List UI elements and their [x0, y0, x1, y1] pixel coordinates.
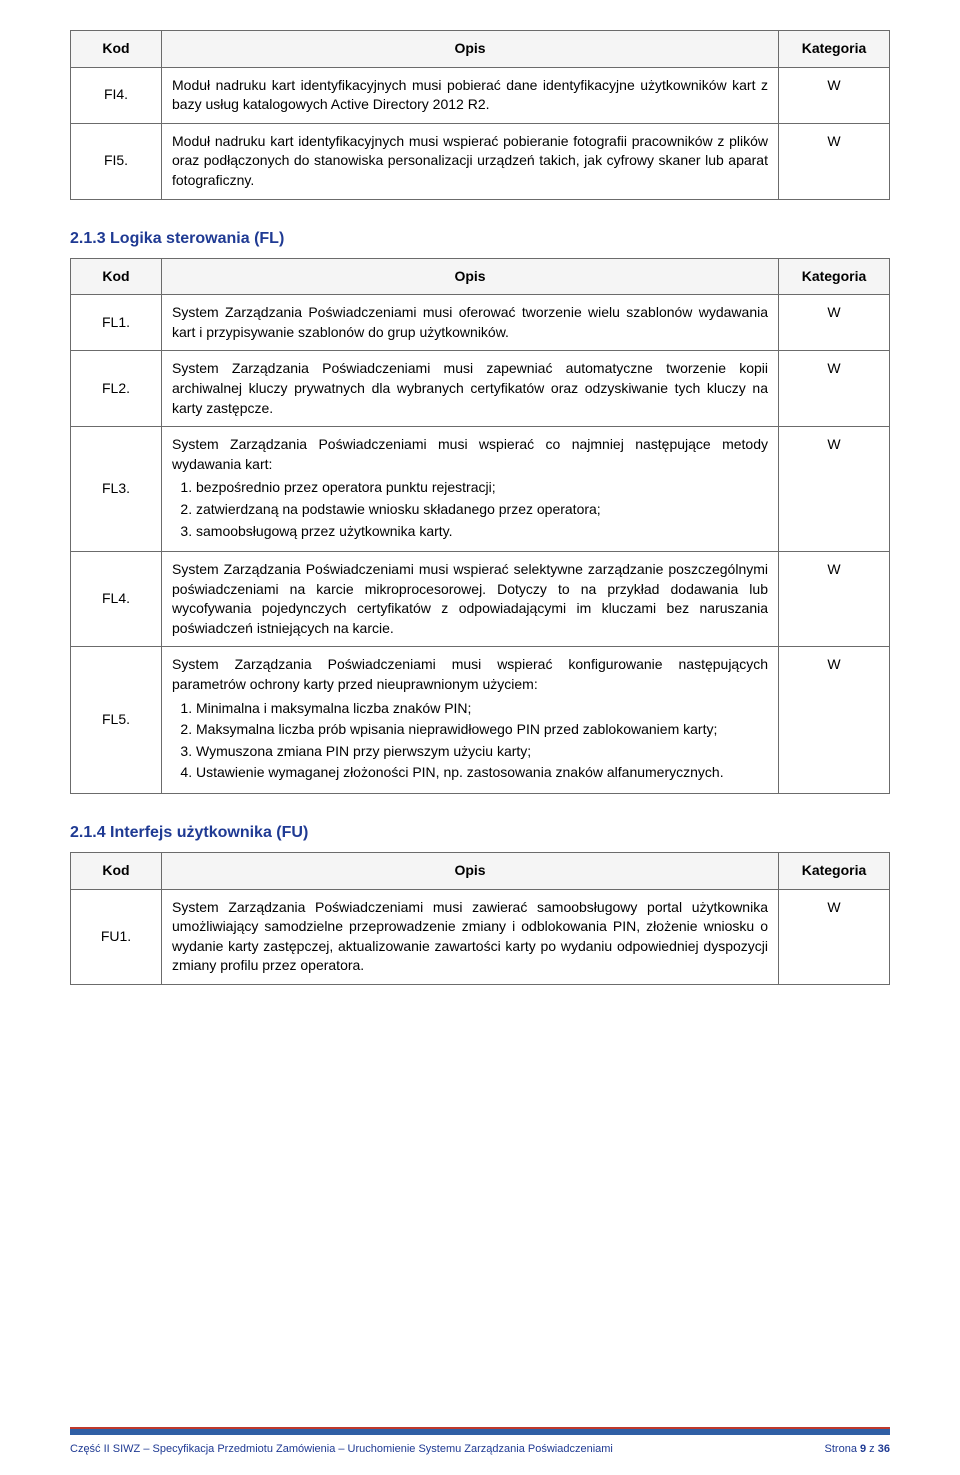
section-heading-fu: 2.1.4 Interfejs użytkownika (FU)	[70, 824, 890, 842]
cell-opis: Moduł nadruku kart identyfikacyjnych mus…	[162, 123, 779, 199]
page-footer: Część II SIWZ – Specyfikacja Przedmiotu …	[70, 1427, 890, 1455]
table-row: FL4. System Zarządzania Poświadczeniami …	[71, 552, 890, 647]
col-kat: Kategoria	[779, 853, 890, 890]
col-kod: Kod	[71, 258, 162, 295]
cell-kat: W	[779, 67, 890, 123]
table-fi: Kod Opis Kategoria FI4. Moduł nadruku ka…	[70, 30, 890, 200]
cell-kat: W	[779, 351, 890, 427]
footer-page-total: 36	[878, 1443, 890, 1455]
cell-kod: FL3.	[71, 427, 162, 552]
cell-opis: System Zarządzania Poświadczeniami musi …	[162, 647, 779, 794]
footer-page-number: Strona 9 z 36	[825, 1443, 890, 1455]
list-item: samoobsługową przez użytkownika karty.	[196, 522, 768, 542]
table-header-row: Kod Opis Kategoria	[71, 31, 890, 68]
list-item: zatwierdzaną na podstawie wniosku składa…	[196, 500, 768, 520]
cell-kod: FI4.	[71, 67, 162, 123]
table-row: FL3. System Zarządzania Poświadczeniami …	[71, 427, 890, 552]
cell-opis-lead: System Zarządzania Poświadczeniami musi …	[172, 656, 768, 692]
cell-kat: W	[779, 427, 890, 552]
table-row: FU1. System Zarządzania Poświadczeniami …	[71, 889, 890, 984]
cell-opis: System Zarządzania Poświadczeniami musi …	[162, 351, 779, 427]
cell-kat: W	[779, 889, 890, 984]
cell-kat: W	[779, 647, 890, 794]
col-opis: Opis	[162, 853, 779, 890]
cell-kod: FI5.	[71, 123, 162, 199]
footer-divider-bar	[70, 1427, 890, 1435]
cell-opis: Moduł nadruku kart identyfikacyjnych mus…	[162, 67, 779, 123]
footer-page-mid: z	[866, 1443, 878, 1455]
section-heading-fl: 2.1.3 Logika sterowania (FL)	[70, 230, 890, 248]
list-item: bezpośrednio przez operatora punktu reje…	[196, 478, 768, 498]
col-kod: Kod	[71, 31, 162, 68]
cell-opis-list: Minimalna i maksymalna liczba znaków PIN…	[172, 699, 768, 783]
document-page: Kod Opis Kategoria FI4. Moduł nadruku ka…	[0, 0, 960, 1475]
cell-kat: W	[779, 295, 890, 351]
col-kat: Kategoria	[779, 31, 890, 68]
footer-row: Część II SIWZ – Specyfikacja Przedmiotu …	[70, 1443, 890, 1455]
col-opis: Opis	[162, 31, 779, 68]
cell-opis: System Zarządzania Poświadczeniami musi …	[162, 889, 779, 984]
cell-kod: FL2.	[71, 351, 162, 427]
table-header-row: Kod Opis Kategoria	[71, 853, 890, 890]
footer-page-prefix: Strona	[825, 1443, 860, 1455]
cell-opis: System Zarządzania Poświadczeniami musi …	[162, 427, 779, 552]
table-header-row: Kod Opis Kategoria	[71, 258, 890, 295]
cell-opis-list: bezpośrednio przez operatora punktu reje…	[172, 478, 768, 541]
table-row: FL2. System Zarządzania Poświadczeniami …	[71, 351, 890, 427]
cell-kod: FL5.	[71, 647, 162, 794]
table-fl: Kod Opis Kategoria FL1. System Zarządzan…	[70, 258, 890, 794]
table-row: FL1. System Zarządzania Poświadczeniami …	[71, 295, 890, 351]
col-opis: Opis	[162, 258, 779, 295]
cell-kat: W	[779, 123, 890, 199]
col-kat: Kategoria	[779, 258, 890, 295]
table-fu: Kod Opis Kategoria FU1. System Zarządzan…	[70, 852, 890, 985]
cell-kod: FL1.	[71, 295, 162, 351]
table-row: FI5. Moduł nadruku kart identyfikacyjnyc…	[71, 123, 890, 199]
col-kod: Kod	[71, 853, 162, 890]
cell-opis: System Zarządzania Poświadczeniami musi …	[162, 552, 779, 647]
footer-left-text: Część II SIWZ – Specyfikacja Przedmiotu …	[70, 1443, 613, 1455]
list-item: Ustawienie wymaganej złożoności PIN, np.…	[196, 763, 768, 783]
cell-opis-lead: System Zarządzania Poświadczeniami musi …	[172, 436, 768, 472]
table-row: FI4. Moduł nadruku kart identyfikacyjnyc…	[71, 67, 890, 123]
list-item: Maksymalna liczba prób wpisania nieprawi…	[196, 720, 768, 740]
cell-opis: System Zarządzania Poświadczeniami musi …	[162, 295, 779, 351]
cell-kod: FU1.	[71, 889, 162, 984]
list-item: Wymuszona zmiana PIN przy pierwszym użyc…	[196, 742, 768, 762]
cell-kat: W	[779, 552, 890, 647]
list-item: Minimalna i maksymalna liczba znaków PIN…	[196, 699, 768, 719]
table-row: FL5. System Zarządzania Poświadczeniami …	[71, 647, 890, 794]
cell-kod: FL4.	[71, 552, 162, 647]
